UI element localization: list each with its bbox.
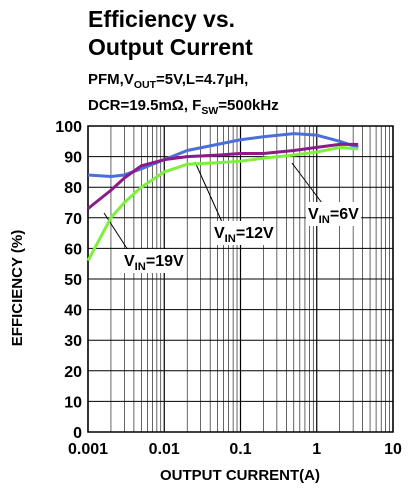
label-background — [306, 202, 362, 226]
subtitle-part: =5V,L=4.7µH, — [156, 71, 248, 88]
series-label-part: =19V — [146, 253, 184, 270]
subtitle: PFM,VOUT=5V,L=4.7µH, — [88, 71, 248, 91]
pointer-line — [291, 162, 323, 204]
series-label-part: =12V — [236, 225, 274, 242]
pointer-line — [103, 212, 129, 251]
y-tick-label: 20 — [64, 364, 82, 381]
plot-frame — [87, 125, 394, 433]
series-label-part: IN — [225, 233, 236, 245]
subtitle-part: SW — [201, 105, 218, 117]
y-tick-label: 80 — [64, 180, 82, 197]
label-background — [212, 221, 276, 245]
x-tick-label: 0.01 — [149, 441, 180, 458]
series-line — [87, 132, 359, 178]
series-label-part: V — [308, 206, 319, 223]
subtitle: DCR=19.5mΩ, FSW=500kHz — [88, 97, 279, 117]
y-tick-label: 0 — [73, 425, 82, 442]
series-line — [87, 142, 359, 210]
y-tick-label: 30 — [64, 333, 82, 350]
chart-title: Efficiency vs. — [88, 6, 235, 32]
series-label-part: IN — [135, 261, 146, 273]
pointer-line — [194, 161, 223, 223]
x-tick-label: 0.001 — [68, 441, 108, 458]
y-tick-label: 90 — [64, 150, 82, 167]
y-axis-label: EFFICIENCY (%) — [9, 230, 26, 346]
series-label-part: =6V — [330, 206, 359, 223]
y-tick-label: 60 — [64, 241, 82, 258]
x-tick-label: 1 — [312, 441, 321, 458]
x-tick-label: 0.1 — [229, 441, 251, 458]
subtitle-part: PFM,V — [88, 71, 134, 88]
series-label: VIN=12V — [214, 225, 274, 245]
series-line — [86, 145, 359, 262]
y-tick-label: 40 — [64, 303, 82, 320]
y-tick-label: 100 — [55, 119, 82, 136]
chart-title: Output Current — [88, 34, 253, 60]
x-axis-label: OUTPUT CURRENT(A) — [160, 467, 320, 484]
subtitle-part: DCR=19.5mΩ, F — [88, 97, 201, 114]
series-label-part: V — [124, 253, 135, 270]
y-tick-label: 10 — [64, 394, 82, 411]
subtitle-part: =500kHz — [218, 97, 278, 114]
series-label-part: V — [214, 225, 225, 242]
x-tick-label: 10 — [384, 441, 402, 458]
series-label-part: IN — [319, 214, 330, 226]
label-background — [122, 249, 186, 273]
series-label: VIN=19V — [124, 253, 184, 273]
y-tick-label: 70 — [64, 211, 82, 228]
series-label: VIN=6V — [308, 206, 359, 226]
y-tick-label: 50 — [64, 272, 82, 289]
subtitle-part: OUT — [134, 79, 157, 91]
